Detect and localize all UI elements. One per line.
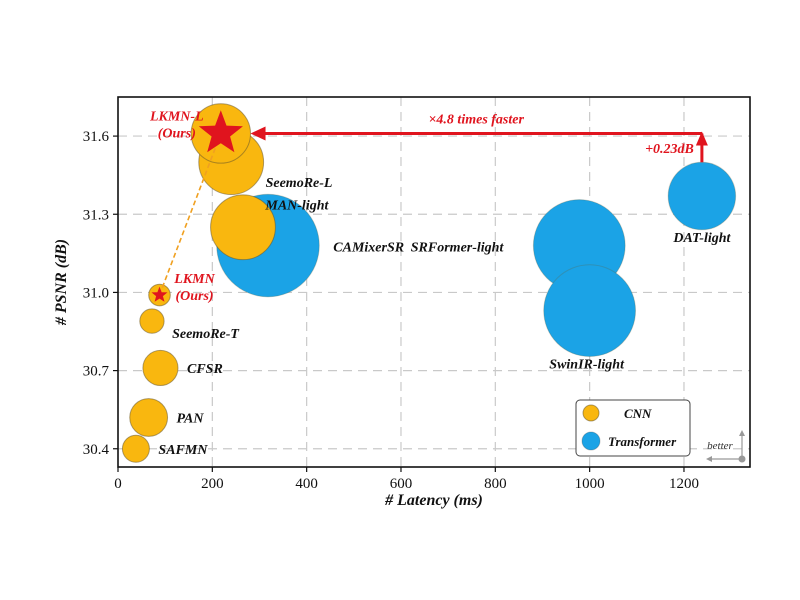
legend-marker-transformer	[581, 431, 601, 451]
point-label-lkmn: LKMN (Ours)	[173, 272, 215, 304]
label-layer: CAMixerSR SRFormer-light SwinIR-light DAT-l…	[149, 109, 746, 463]
x-tick-label: 0	[114, 476, 122, 492]
x-axis-label: # Latency (ms)	[384, 492, 483, 509]
speedup-annotation: ×4.8 times faster	[428, 112, 524, 127]
gain-annotation: +0.23dB	[645, 142, 694, 157]
point-label-seemore-l: SeemoRe-L	[266, 176, 333, 191]
bubble-swinir-light	[543, 264, 637, 358]
bubble-cfsr	[142, 349, 179, 387]
bubble-pan	[129, 398, 169, 437]
point-label-srformer-light: SRFormer-light	[411, 241, 505, 256]
y-tick-label: 31.3	[83, 207, 109, 223]
legend-box	[575, 399, 691, 457]
x-tick-label: 400	[295, 476, 318, 492]
point-label-safmn: SAFMN	[158, 443, 208, 458]
bubble-layer	[121, 103, 737, 463]
star-marker-lkmn-l	[198, 110, 243, 153]
point-label-dat-light: DAT-light	[672, 231, 731, 246]
point-label-camixersr: CAMixerSR	[333, 241, 404, 256]
x-tick-label: 600	[390, 476, 413, 492]
point-label-man-light: MAN-light	[264, 198, 329, 213]
point-label-pan: PAN	[177, 411, 205, 426]
plot-frame	[117, 96, 751, 468]
ours-connector-line	[158, 133, 222, 296]
bubble-safmn	[121, 434, 150, 463]
point-label-cfsr: CFSR	[187, 362, 223, 377]
better-origin-dot	[738, 455, 746, 463]
better-arrowhead-up	[739, 430, 745, 436]
y-tick-label: 30.7	[83, 364, 110, 380]
point-label-seemore-t: SeemoRe-T	[172, 327, 240, 342]
legend-marker-cnn	[582, 404, 600, 422]
x-tick-label: 800	[484, 476, 507, 492]
bubble-dat-light	[667, 161, 737, 231]
legend-label-cnn: CNN	[624, 406, 652, 421]
point-label-lkmn-l: LKMN-L (Ours)	[149, 109, 204, 141]
legend-label-transformer: Transformer	[608, 434, 677, 449]
point-label-swinir-light: SwinIR-light	[549, 358, 625, 373]
bubble-seemore-t	[139, 308, 165, 334]
x-tick-label: 1000	[575, 476, 605, 492]
better-label: better	[707, 440, 733, 452]
better-indicator: better	[706, 430, 746, 463]
y-tick-label: 31.6	[83, 129, 110, 145]
gain-arrow-head	[695, 131, 708, 146]
legend: CNN Transformer	[575, 399, 691, 457]
speedup-arrow-head	[250, 126, 266, 141]
overlay-layer: ×4.8 times faster +0.23dB	[151, 110, 708, 302]
y-tick-label: 30.4	[83, 442, 110, 458]
better-arrowhead-left	[706, 456, 712, 462]
y-tick-label: 31.0	[83, 285, 109, 301]
star-marker-lkmn	[151, 286, 168, 302]
x-tick-label: 200	[201, 476, 224, 492]
bubble-man-light	[210, 194, 276, 261]
y-axis-label: # PSNR (dB)	[53, 239, 70, 326]
tick-layer: 0 200 400 600 800 1000 1200 30.4 30.7 31.0 31.3 31.…	[83, 129, 699, 492]
x-tick-label: 1200	[669, 476, 699, 492]
